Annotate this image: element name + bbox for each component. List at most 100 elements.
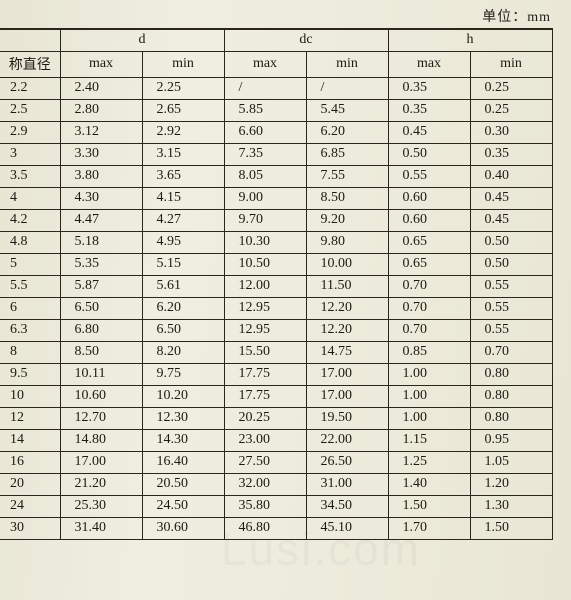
col-header-h-max: max <box>388 52 470 78</box>
table-row: 3031.4030.6046.8045.101.701.50 <box>0 518 552 540</box>
cell-dc_max: 23.00 <box>224 430 306 452</box>
table-row: 2.52.802.655.855.450.350.25 <box>0 100 552 122</box>
cell-h_min: 0.45 <box>470 210 552 232</box>
cell-d_min: 10.20 <box>142 386 224 408</box>
table-row: 3.53.803.658.057.550.550.40 <box>0 166 552 188</box>
cell-h_min: 0.25 <box>470 78 552 100</box>
unit-label: 单位：mm <box>482 6 551 26</box>
cell-d_min: 16.40 <box>142 452 224 474</box>
cell-dc_min: 6.20 <box>306 122 388 144</box>
table-row: 55.355.1510.5010.000.650.50 <box>0 254 552 276</box>
cell-d_min: 4.27 <box>142 210 224 232</box>
cell-dc_max: 7.35 <box>224 144 306 166</box>
cell-dc_min: 7.55 <box>306 166 388 188</box>
cell-d_min: 6.50 <box>142 320 224 342</box>
cell-nom: 3.5 <box>0 166 60 188</box>
cell-dc_min: 45.10 <box>306 518 388 540</box>
cell-d_min: 5.61 <box>142 276 224 298</box>
cell-h_max: 0.45 <box>388 122 470 144</box>
cell-dc_max: 20.25 <box>224 408 306 430</box>
cell-d_min: 5.15 <box>142 254 224 276</box>
cell-dc_max: 9.70 <box>224 210 306 232</box>
cell-dc_min: 14.75 <box>306 342 388 364</box>
cell-h_min: 0.80 <box>470 408 552 430</box>
cell-h_max: 0.70 <box>388 298 470 320</box>
cell-h_max: 0.70 <box>388 276 470 298</box>
cell-h_min: 1.05 <box>470 452 552 474</box>
cell-dc_max: 27.50 <box>224 452 306 474</box>
col-header-nominal-blank <box>0 29 60 52</box>
cell-h_min: 0.40 <box>470 166 552 188</box>
cell-d_min: 2.65 <box>142 100 224 122</box>
cell-nom: 2.2 <box>0 78 60 100</box>
cell-d_max: 31.40 <box>60 518 142 540</box>
cell-d_max: 21.20 <box>60 474 142 496</box>
cell-d_max: 5.35 <box>60 254 142 276</box>
cell-nom: 5 <box>0 254 60 276</box>
cell-d_max: 4.47 <box>60 210 142 232</box>
cell-h_min: 0.55 <box>470 298 552 320</box>
cell-d_max: 6.50 <box>60 298 142 320</box>
cell-dc_min: 17.00 <box>306 364 388 386</box>
cell-h_max: 0.60 <box>388 188 470 210</box>
cell-dc_min: 5.45 <box>306 100 388 122</box>
table-row: 1010.6010.2017.7517.001.000.80 <box>0 386 552 408</box>
cell-dc_min: 31.00 <box>306 474 388 496</box>
col-header-h: h <box>388 29 552 52</box>
cell-nom: 3 <box>0 144 60 166</box>
cell-h_max: 0.65 <box>388 254 470 276</box>
cell-d_max: 17.00 <box>60 452 142 474</box>
cell-d_max: 25.30 <box>60 496 142 518</box>
cell-d_min: 14.30 <box>142 430 224 452</box>
cell-h_min: 0.25 <box>470 100 552 122</box>
cell-dc_min: 19.50 <box>306 408 388 430</box>
cell-h_min: 0.35 <box>470 144 552 166</box>
table-row: 9.510.119.7517.7517.001.000.80 <box>0 364 552 386</box>
cell-nom: 8 <box>0 342 60 364</box>
cell-nom: 4 <box>0 188 60 210</box>
cell-d_max: 4.30 <box>60 188 142 210</box>
cell-nom: 5.5 <box>0 276 60 298</box>
table-row: 2.93.122.926.606.200.450.30 <box>0 122 552 144</box>
table-body: 2.22.402.25//0.350.252.52.802.655.855.45… <box>0 78 552 540</box>
cell-d_max: 3.12 <box>60 122 142 144</box>
col-header-nominal: 称直径 <box>0 52 60 78</box>
col-header-dc: dc <box>224 29 388 52</box>
table-row: 33.303.157.356.850.500.35 <box>0 144 552 166</box>
cell-nom: 6.3 <box>0 320 60 342</box>
cell-h_min: 1.50 <box>470 518 552 540</box>
cell-nom: 16 <box>0 452 60 474</box>
table-row: 2.22.402.25//0.350.25 <box>0 78 552 100</box>
cell-d_max: 2.80 <box>60 100 142 122</box>
cell-d_min: 4.95 <box>142 232 224 254</box>
cell-h_max: 1.00 <box>388 408 470 430</box>
cell-dc_min: 8.50 <box>306 188 388 210</box>
cell-h_max: 0.60 <box>388 210 470 232</box>
cell-nom: 9.5 <box>0 364 60 386</box>
table-row: 66.506.2012.9512.200.700.55 <box>0 298 552 320</box>
cell-nom: 20 <box>0 474 60 496</box>
table-row: 4.24.474.279.709.200.600.45 <box>0 210 552 232</box>
cell-h_min: 0.80 <box>470 386 552 408</box>
cell-d_max: 3.80 <box>60 166 142 188</box>
cell-h_max: 0.35 <box>388 78 470 100</box>
col-header-d: d <box>60 29 224 52</box>
table-row: 88.508.2015.5014.750.850.70 <box>0 342 552 364</box>
cell-d_max: 5.18 <box>60 232 142 254</box>
cell-nom: 30 <box>0 518 60 540</box>
cell-dc_max: 10.50 <box>224 254 306 276</box>
cell-d_max: 6.80 <box>60 320 142 342</box>
cell-dc_min: 12.20 <box>306 320 388 342</box>
cell-nom: 4.8 <box>0 232 60 254</box>
cell-dc_max: 8.05 <box>224 166 306 188</box>
cell-d_min: 3.15 <box>142 144 224 166</box>
cell-h_max: 1.00 <box>388 364 470 386</box>
cell-dc_max: 12.00 <box>224 276 306 298</box>
cell-d_max: 8.50 <box>60 342 142 364</box>
cell-d_max: 5.87 <box>60 276 142 298</box>
cell-d_max: 10.60 <box>60 386 142 408</box>
cell-nom: 10 <box>0 386 60 408</box>
table-header-row-1: d dc h <box>0 29 552 52</box>
table-row: 1617.0016.4027.5026.501.251.05 <box>0 452 552 474</box>
cell-dc_min: 34.50 <box>306 496 388 518</box>
